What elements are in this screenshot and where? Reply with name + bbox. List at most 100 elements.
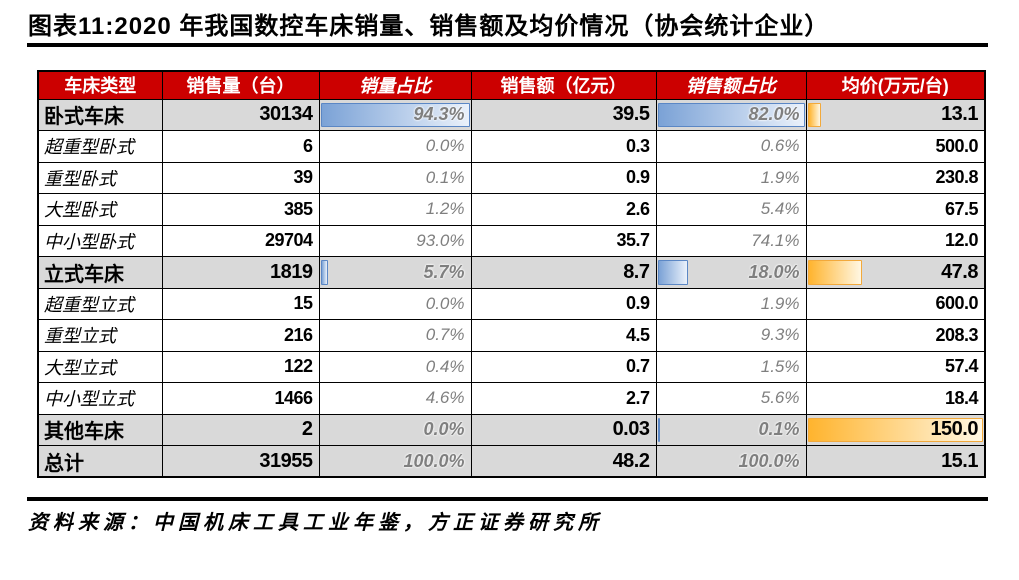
avg-price-cell-value: 500.0 <box>935 135 978 156</box>
avg-price-cell: 57.4 <box>805 350 986 383</box>
avg-price-cell-value: 13.1 <box>941 103 978 126</box>
sales-volume-cell-value: 122 <box>283 356 313 377</box>
revenue-share-cell-value: 0.1% <box>758 419 800 440</box>
sales-revenue-cell-value: 0.3 <box>625 135 650 156</box>
avg-price-cell-value: 208.3 <box>935 324 978 345</box>
table-row-2: 重型卧式 39 0.1% 0.9 1.9% 230.8 <box>37 161 986 194</box>
lathe-type-cell-value: 立式车床 <box>44 263 124 286</box>
table-row-8: 大型立式 122 0.4% 0.7 1.5% 57.4 <box>37 350 986 383</box>
sales-revenue-cell-value: 48.2 <box>612 449 650 472</box>
column-header-revenue: 销售额（亿元） <box>470 70 657 100</box>
avg-price-cell-value: 12.0 <box>944 230 979 251</box>
lathe-type-cell-value: 重型立式 <box>44 326 116 347</box>
sales-revenue-cell-value: 0.9 <box>625 293 650 314</box>
revenue-share-cell-value: 1.5% <box>760 356 800 376</box>
lathe-type-cell-value: 中小型立式 <box>44 389 134 410</box>
volume-share-cell-value: 0.0% <box>423 419 465 440</box>
revenue-share-cell: 0.6% <box>655 130 807 163</box>
avg-price-cell: 230.8 <box>805 161 986 194</box>
revenue-share-cell: 1.9% <box>655 161 807 194</box>
avg-price-cell: 67.5 <box>805 193 986 226</box>
sales-volume-cell: 6 <box>161 130 320 163</box>
title-underline-rule <box>27 43 988 47</box>
avg-price-cell: 12.0 <box>805 224 986 257</box>
sales-revenue-cell: 2.6 <box>470 193 657 226</box>
volume-share-cell: 0.0% <box>318 413 472 446</box>
column-header-volume: 销售量（台） <box>161 70 320 100</box>
column-header-avg-price: 均价(万元/台) <box>805 70 986 100</box>
sales-volume-cell: 30134 <box>161 98 320 131</box>
revenue-share-cell-value: 100.0% <box>738 450 800 471</box>
lathe-type-cell-value: 其他车床 <box>44 421 124 444</box>
table-row-0: 卧式车床 30134 94.3% 39.5 82.0% 13.1 <box>37 98 986 131</box>
lathe-type-cell: 卧式车床 <box>37 98 163 131</box>
volume-share-cell: 4.6% <box>318 382 472 415</box>
lathe-type-cell-value: 中小型卧式 <box>44 231 134 252</box>
bottom-rule <box>27 497 988 501</box>
sales-volume-cell-value: 6 <box>302 135 313 156</box>
column-header-revenue-share: 销售额占比 <box>655 70 807 100</box>
volume-share-cell: 1.2% <box>318 193 472 226</box>
column-header-type: 车床类型 <box>37 70 163 100</box>
avg-price-cell-value: 47.8 <box>941 260 978 283</box>
lathe-type-cell: 重型立式 <box>37 319 163 352</box>
lathe-type-cell-value: 超重型立式 <box>44 294 134 315</box>
table-row-7: 重型立式 216 0.7% 4.5 9.3% 208.3 <box>37 319 986 352</box>
sales-volume-cell: 216 <box>161 319 320 352</box>
volume-share-cell: 0.1% <box>318 161 472 194</box>
sales-revenue-cell: 48.2 <box>470 445 657 478</box>
sales-volume-cell: 122 <box>161 350 320 383</box>
table-row-6: 超重型立式 15 0.0% 0.9 1.9% 600.0 <box>37 287 986 320</box>
report-title: 图表11:2020 年我国数控车床销量、销售额及均价情况（协会统计企业） <box>28 13 830 40</box>
revenue-share-cell: 82.0% <box>655 98 807 131</box>
volume-share-cell: 0.0% <box>318 287 472 320</box>
sales-revenue-cell-value: 4.5 <box>625 324 650 345</box>
sales-volume-cell: 39 <box>161 161 320 194</box>
sales-revenue-cell: 8.7 <box>470 256 657 289</box>
avg-price-cell: 13.1 <box>805 98 986 131</box>
avg-price-cell-value: 18.4 <box>944 387 979 408</box>
volume-share-cell: 93.0% <box>318 224 472 257</box>
volume-share-cell: 0.0% <box>318 130 472 163</box>
volume-share-cell: 94.3% <box>318 98 472 131</box>
volume-share-cell: 100.0% <box>318 445 472 478</box>
sales-revenue-cell: 39.5 <box>470 98 657 131</box>
sales-revenue-cell-value: 39.5 <box>612 103 650 126</box>
revenue-share-bar <box>657 417 660 442</box>
sales-revenue-cell-value: 0.9 <box>625 167 650 188</box>
lathe-type-cell-value: 重型卧式 <box>44 168 116 189</box>
sales-volume-cell-value: 216 <box>283 324 313 345</box>
revenue-share-cell: 9.3% <box>655 319 807 352</box>
revenue-share-cell: 5.6% <box>655 382 807 415</box>
volume-share-cell-value: 0.0% <box>425 136 465 156</box>
avg-price-bar <box>807 260 863 285</box>
sales-revenue-cell: 0.7 <box>470 350 657 383</box>
sales-volume-cell-value: 29704 <box>264 230 313 251</box>
lathe-type-cell: 其他车床 <box>37 413 163 446</box>
sales-revenue-cell: 4.5 <box>470 319 657 352</box>
sales-revenue-cell: 0.9 <box>470 161 657 194</box>
volume-share-bar <box>320 102 470 127</box>
sales-revenue-cell: 35.7 <box>470 224 657 257</box>
avg-price-cell: 150.0 <box>805 413 986 446</box>
avg-price-bar <box>807 417 983 442</box>
sales-revenue-cell-value: 0.03 <box>612 418 650 441</box>
volume-share-cell-value: 100.0% <box>403 450 465 471</box>
sales-revenue-cell: 0.9 <box>470 287 657 320</box>
lathe-type-cell-value: 大型卧式 <box>44 200 116 221</box>
revenue-share-cell-value: 0.6% <box>760 136 800 156</box>
lathe-type-cell: 重型卧式 <box>37 161 163 194</box>
lathe-data-table: 车床类型 销售量（台） 销量占比 销售额（亿元） 销售额占比 均价(万元/台) 卧式车床 3… <box>37 70 986 478</box>
table-row-5: 立式车床 1819 5.7% 8.7 18.0% 47.8 <box>37 256 986 289</box>
table-header: 车床类型 销售量（台） 销量占比 销售额（亿元） 销售额占比 均价(万元/台) <box>37 70 986 100</box>
revenue-share-cell-value: 1.9% <box>760 167 800 187</box>
sales-volume-cell-value: 31955 <box>259 449 313 472</box>
lathe-type-cell: 总计 <box>37 445 163 478</box>
avg-price-cell-value: 150.0 <box>930 418 978 441</box>
revenue-share-bar <box>657 102 805 127</box>
volume-share-bar <box>320 260 328 285</box>
volume-share-cell-value: 0.1% <box>425 167 465 187</box>
avg-price-bar <box>807 102 821 127</box>
revenue-share-cell: 18.0% <box>655 256 807 289</box>
table-row-10: 其他车床 2 0.0% 0.03 0.1% 150.0 <box>37 413 986 446</box>
